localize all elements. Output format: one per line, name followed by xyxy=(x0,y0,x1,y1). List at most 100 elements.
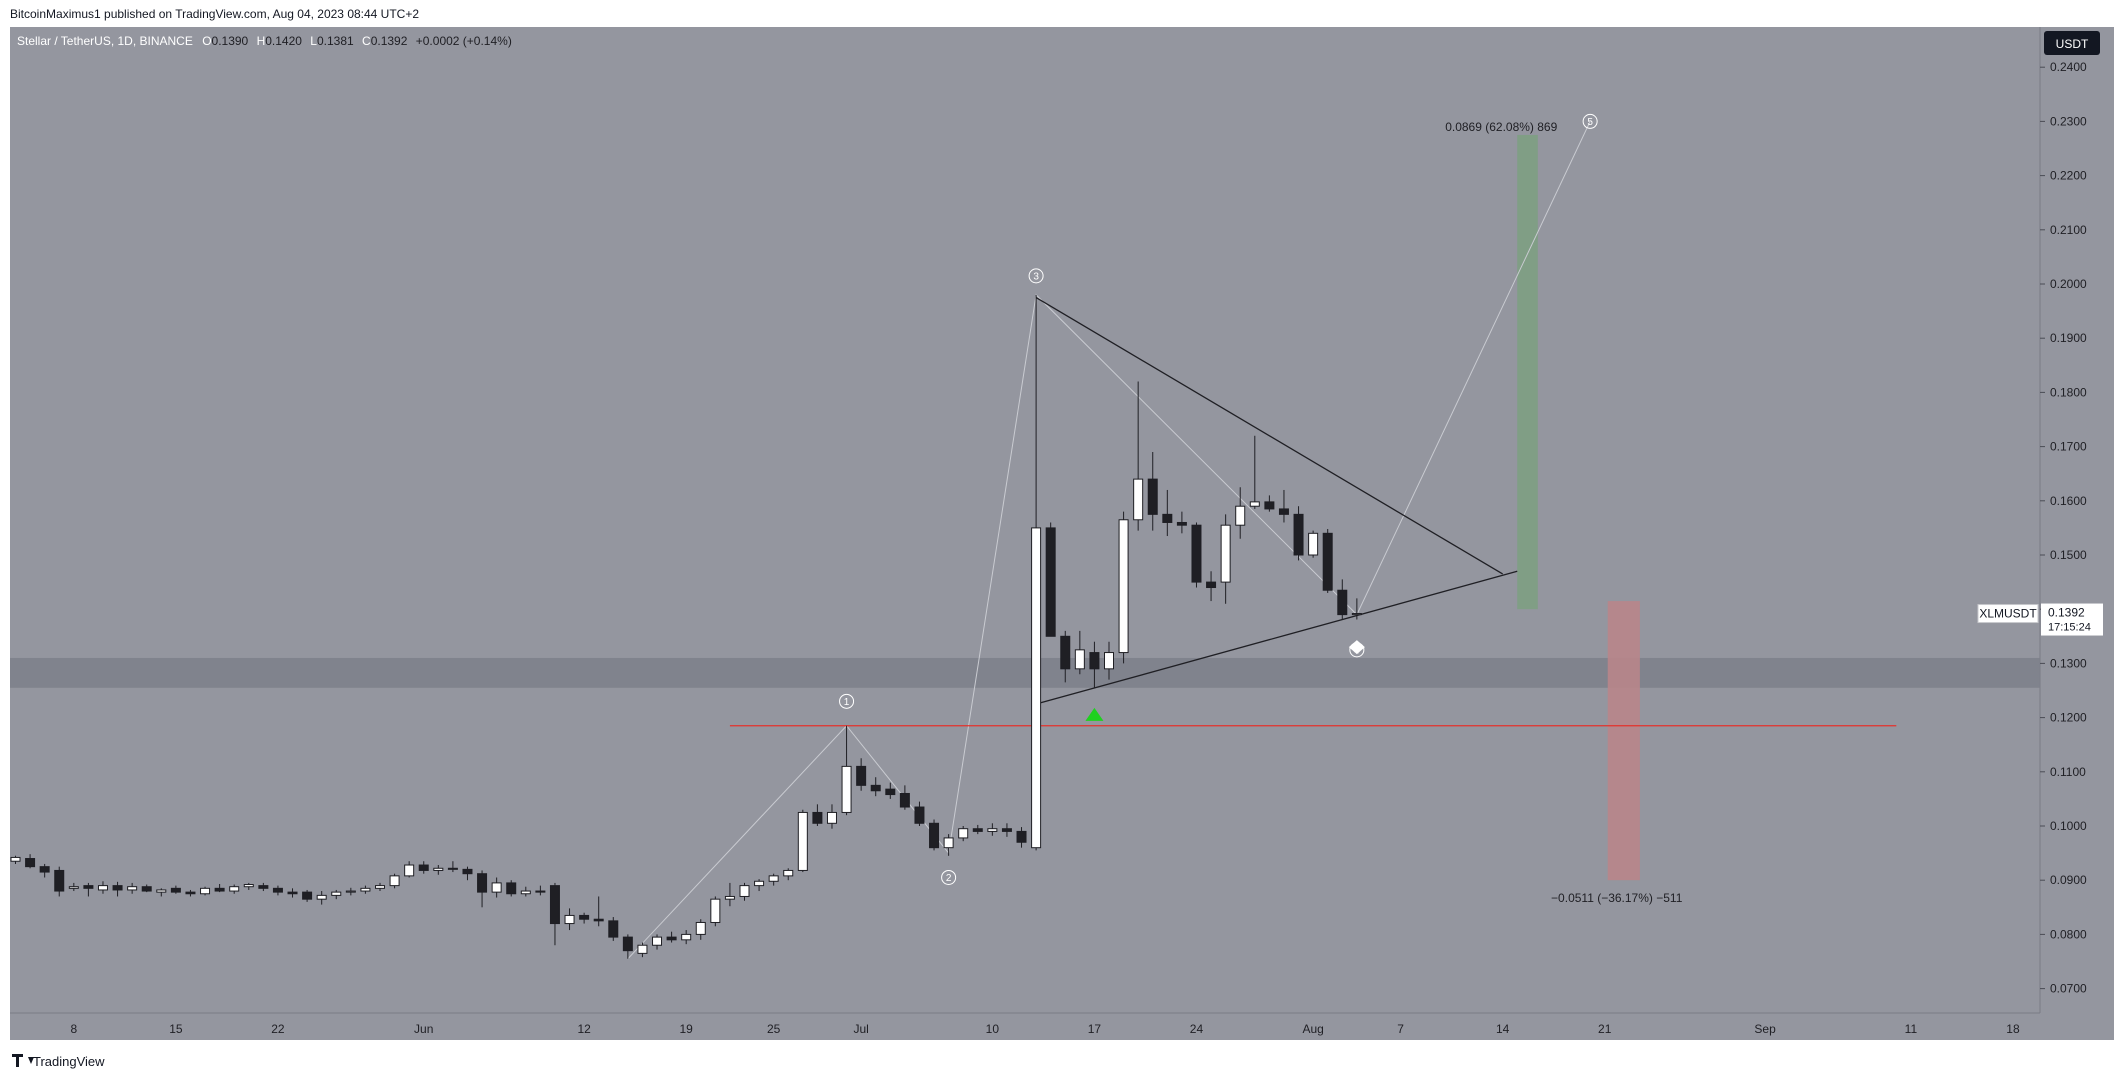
candle[interactable] xyxy=(1104,641,1114,680)
candle[interactable] xyxy=(1249,435,1260,509)
candle[interactable] xyxy=(593,896,604,927)
candle[interactable] xyxy=(666,931,677,943)
candle[interactable] xyxy=(1060,630,1071,683)
candle[interactable] xyxy=(141,884,152,893)
candle[interactable] xyxy=(608,917,619,941)
candle[interactable] xyxy=(943,834,954,856)
candle[interactable] xyxy=(360,885,371,894)
candle[interactable] xyxy=(462,866,473,881)
candle[interactable] xyxy=(972,824,983,835)
candle[interactable] xyxy=(520,886,531,897)
candle[interactable] xyxy=(549,882,560,946)
candle[interactable] xyxy=(491,877,502,898)
candle[interactable] xyxy=(1162,489,1173,537)
candle[interactable] xyxy=(10,855,21,864)
candle[interactable] xyxy=(447,861,458,873)
candle[interactable] xyxy=(958,826,969,842)
candle[interactable] xyxy=(681,930,692,945)
candle[interactable] xyxy=(1074,630,1085,675)
candle[interactable] xyxy=(1031,294,1042,851)
candle[interactable] xyxy=(826,804,837,829)
candle[interactable] xyxy=(652,934,663,950)
candle[interactable] xyxy=(914,801,925,826)
candle[interactable] xyxy=(39,863,50,878)
candle[interactable] xyxy=(185,889,196,897)
candle[interactable] xyxy=(345,887,356,896)
candle[interactable] xyxy=(812,804,823,826)
candle[interactable] xyxy=(1016,827,1027,848)
candle[interactable] xyxy=(1308,530,1319,558)
candle[interactable] xyxy=(1293,506,1304,561)
candle[interactable] xyxy=(739,882,750,901)
candle[interactable] xyxy=(433,865,444,875)
candle[interactable] xyxy=(899,785,910,810)
candle[interactable] xyxy=(1191,522,1202,588)
candle[interactable] xyxy=(229,884,240,894)
candle[interactable] xyxy=(258,882,269,892)
candle[interactable] xyxy=(710,896,721,927)
candle[interactable] xyxy=(127,882,138,894)
candle[interactable] xyxy=(724,882,735,907)
candle[interactable] xyxy=(83,882,94,897)
candle[interactable] xyxy=(797,809,808,873)
candle[interactable] xyxy=(1133,381,1144,531)
candle[interactable] xyxy=(316,891,327,905)
tradingview-logo[interactable]: TradingView xyxy=(12,1054,105,1069)
candle[interactable] xyxy=(768,873,779,886)
currency-button[interactable]: USDT xyxy=(2044,31,2100,55)
candle[interactable] xyxy=(579,912,590,924)
candle[interactable] xyxy=(754,879,765,892)
candle[interactable] xyxy=(1337,579,1348,619)
candle[interactable] xyxy=(68,882,79,892)
candle[interactable] xyxy=(1045,522,1056,637)
candle[interactable] xyxy=(1264,495,1275,512)
candle[interactable] xyxy=(272,885,283,896)
candle[interactable] xyxy=(97,881,108,894)
candle[interactable] xyxy=(841,725,852,816)
candle[interactable] xyxy=(375,882,385,892)
candle[interactable] xyxy=(1220,514,1231,604)
candle[interactable] xyxy=(695,919,706,940)
candle[interactable] xyxy=(1176,511,1187,534)
candle[interactable] xyxy=(477,870,488,908)
candle[interactable] xyxy=(200,886,211,896)
candle[interactable] xyxy=(783,868,794,881)
candle[interactable] xyxy=(1089,641,1100,688)
last-price-tag[interactable]: XLMUSDT 0.1392 17:15:24 xyxy=(1977,603,2103,636)
candle[interactable] xyxy=(1147,452,1158,531)
candle[interactable] xyxy=(622,934,633,959)
candle[interactable] xyxy=(54,866,65,897)
candle[interactable] xyxy=(637,942,648,958)
candle[interactable] xyxy=(25,854,36,869)
candle[interactable] xyxy=(156,888,167,897)
candle[interactable] xyxy=(243,882,254,890)
candle[interactable] xyxy=(170,885,181,894)
candle[interactable] xyxy=(1322,528,1333,593)
candle[interactable] xyxy=(506,880,517,897)
candle[interactable] xyxy=(1351,598,1362,620)
candle[interactable] xyxy=(1206,571,1217,602)
candle[interactable] xyxy=(214,883,225,893)
candle[interactable] xyxy=(302,889,313,902)
candle[interactable] xyxy=(535,885,546,896)
price-axis-background[interactable] xyxy=(2040,27,2114,1013)
candle[interactable] xyxy=(564,908,575,931)
candle[interactable] xyxy=(1278,489,1289,523)
candle[interactable] xyxy=(929,819,940,851)
candle[interactable] xyxy=(1118,511,1129,664)
plot-background[interactable] xyxy=(10,27,2040,1013)
candle[interactable] xyxy=(1001,823,1012,837)
candle[interactable] xyxy=(389,873,400,889)
candle[interactable] xyxy=(885,782,896,799)
candle[interactable] xyxy=(856,758,867,791)
candle[interactable] xyxy=(870,777,881,797)
candle[interactable] xyxy=(1235,487,1246,539)
candle[interactable] xyxy=(112,881,123,897)
time-axis-background[interactable] xyxy=(10,1013,2114,1040)
candle[interactable] xyxy=(331,889,342,900)
candle[interactable] xyxy=(287,888,298,898)
candle[interactable] xyxy=(987,823,998,836)
candle[interactable] xyxy=(418,861,429,874)
candle[interactable] xyxy=(404,861,415,878)
